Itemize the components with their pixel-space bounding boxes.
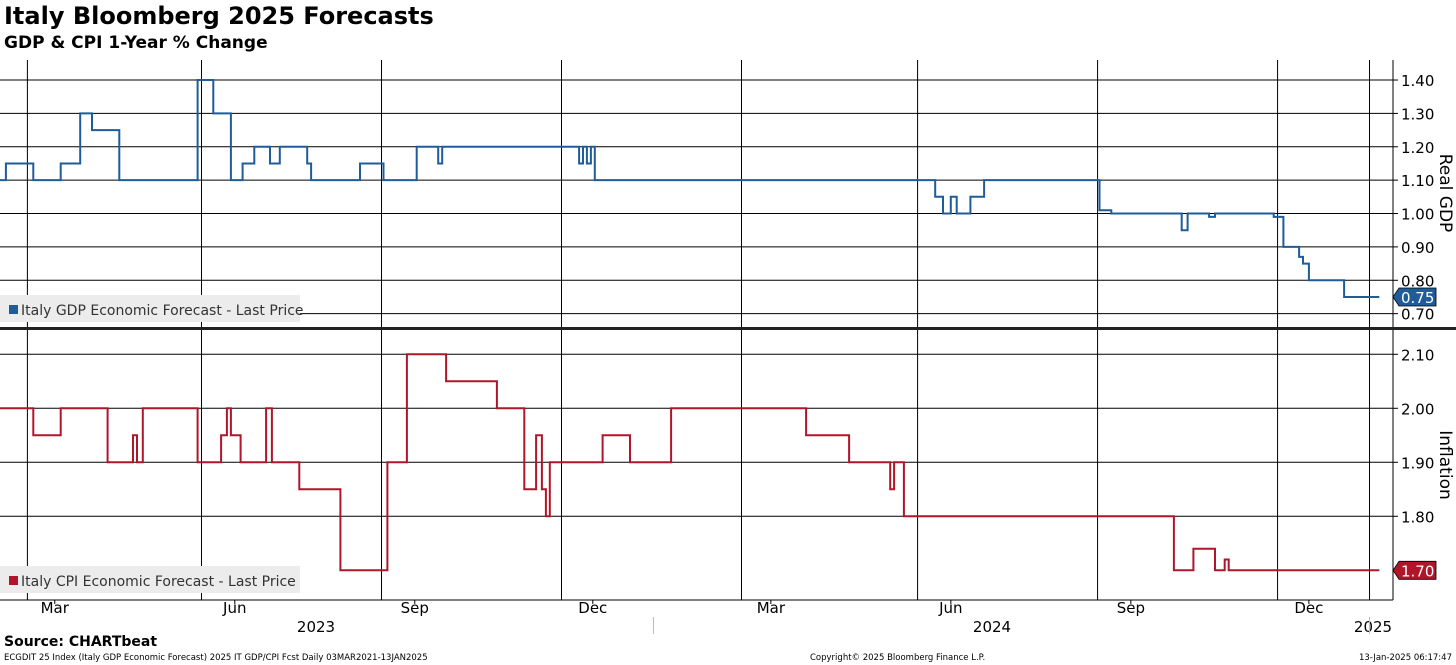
x-year-label: 2024 [973, 618, 1011, 636]
y-tick-label: 1.30 [1401, 105, 1434, 123]
y-tick-label: 1.10 [1401, 172, 1434, 190]
x-tick-label: Mar [757, 599, 786, 617]
y-axis-label: Inflation [1435, 430, 1455, 499]
y-tick-label: 1.20 [1401, 139, 1434, 157]
y-tick-label: 1.90 [1401, 454, 1434, 472]
y-tick-label: 0.90 [1401, 239, 1434, 257]
series-line-gdp [0, 79, 1380, 298]
legend-label-cpi: Italy CPI Economic Forecast - Last Price [21, 574, 296, 590]
y-tick-label: 0.70 [1401, 306, 1434, 324]
source-label: Source: CHARTbeat [4, 634, 158, 650]
legend-swatch-gdp [9, 305, 18, 314]
y-axis-label: Real GDP [1435, 154, 1455, 233]
legend-label-gdp: Italy GDP Economic Forecast - Last Price [21, 303, 304, 319]
legend-box [0, 295, 300, 322]
chart-title: Italy Bloomberg 2025 Forecasts [4, 2, 434, 30]
footer-timestamp: 13-Jan-2025 06:17:47 [1358, 653, 1452, 663]
footer-copyright: Copyright© 2025 Bloomberg Finance L.P. [810, 653, 986, 663]
x-tick-label: Jun [222, 599, 246, 617]
legend-box [0, 566, 300, 593]
x-year-label: 2025 [1354, 618, 1392, 636]
y-tick-label: 1.00 [1401, 206, 1434, 224]
last-value-badge [1392, 287, 1437, 307]
y-tick-label: 1.80 [1401, 508, 1434, 526]
x-tick-label: Dec [1294, 599, 1323, 617]
last-value-badge [1392, 560, 1437, 580]
x-tick-label: Sep [1117, 599, 1145, 617]
last-value-label: 0.75 [1401, 289, 1434, 307]
y-tick-label: 1.40 [1401, 72, 1434, 90]
legend-swatch-cpi [9, 576, 18, 585]
last-value-label: 1.70 [1401, 562, 1434, 580]
x-tick-label: Jun [938, 599, 962, 617]
x-year-label: 2023 [297, 618, 335, 636]
y-tick-label: 0.80 [1401, 272, 1434, 290]
y-tick-label: 2.00 [1401, 400, 1434, 418]
x-tick-label: Mar [41, 599, 70, 617]
y-tick-label: 2.10 [1401, 346, 1434, 364]
chart-subtitle: GDP & CPI 1-Year % Change [4, 33, 268, 53]
x-tick-label: Dec [578, 599, 607, 617]
footer-description: ECGDIT 25 Index (Italy GDP Economic Fore… [4, 653, 428, 663]
x-tick-label: Sep [401, 599, 429, 617]
series-line-cpi [0, 353, 1380, 572]
